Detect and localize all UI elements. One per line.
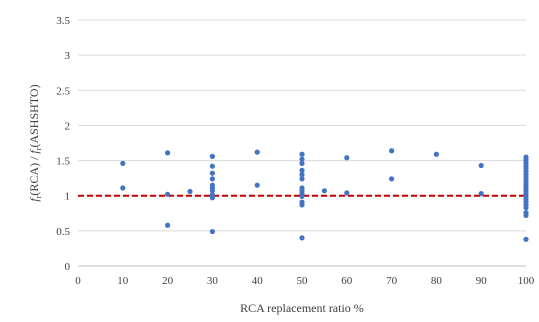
data-point <box>209 176 215 182</box>
y-tick-label: 0.5 <box>56 226 70 238</box>
y-title-f2: f <box>27 149 41 154</box>
x-tick-label: 10 <box>117 275 129 287</box>
data-point <box>433 151 439 157</box>
data-point <box>254 182 260 188</box>
data-point <box>165 222 171 228</box>
data-point <box>187 188 193 195</box>
data-point <box>389 148 395 154</box>
data-point <box>389 176 395 182</box>
data-point <box>321 188 327 194</box>
data-point <box>344 190 350 196</box>
x-tick-label: 80 <box>431 275 443 287</box>
x-tick-label: 90 <box>476 275 488 287</box>
x-tick-label: 50 <box>297 275 309 287</box>
x-tick-label: 70 <box>386 275 398 287</box>
y-title-f1: f <box>27 197 41 202</box>
data-point <box>299 235 305 241</box>
x-tick-label: 20 <box>162 275 174 287</box>
y-title-rest1: (RCA) / <box>27 156 41 196</box>
data-point <box>523 212 529 218</box>
y-title-sub2: r <box>34 147 43 150</box>
y-tick-label: 2 <box>65 120 71 132</box>
data-point <box>299 167 305 174</box>
data-point <box>344 155 350 161</box>
x-tick-label: 40 <box>252 275 264 287</box>
data-point <box>254 149 260 155</box>
data-point <box>299 160 305 166</box>
data-point <box>523 236 529 242</box>
data-point <box>165 191 171 197</box>
x-tick-label: 0 <box>75 275 81 287</box>
data-point <box>120 185 126 191</box>
y-tick-label: 3.5 <box>56 15 70 27</box>
y-tick-label: 1 <box>65 191 71 203</box>
data-point <box>209 195 215 201</box>
data-points <box>120 148 529 242</box>
x-tick-labels: 0 10 20 30 40 50 60 70 80 90 100 <box>75 275 535 287</box>
data-point <box>478 191 484 197</box>
y-tick-label: 3 <box>65 50 71 62</box>
data-point <box>299 193 305 200</box>
y-title-rest2: (ASHSHTO) <box>27 84 41 147</box>
gridlines <box>78 19 526 232</box>
data-point <box>299 172 305 178</box>
data-point <box>209 163 215 169</box>
x-tick-label: 60 <box>341 275 353 287</box>
data-point <box>209 153 215 159</box>
y-tick-label: 1.5 <box>56 156 70 168</box>
data-point <box>299 151 305 157</box>
x-tick-label: 30 <box>207 275 219 287</box>
y-tick-label: 2.5 <box>56 85 70 97</box>
data-point <box>165 150 171 156</box>
data-point <box>523 205 529 211</box>
y-title-sub1: r <box>34 195 43 198</box>
x-tick-label: 100 <box>518 275 535 287</box>
y-tick-label: 0 <box>65 261 71 273</box>
x-axis-title: RCA replacement ratio % <box>240 301 364 315</box>
data-point <box>299 176 305 182</box>
data-point <box>209 170 215 176</box>
data-point <box>299 202 305 208</box>
data-point <box>299 156 305 162</box>
data-point <box>120 160 126 166</box>
data-point <box>478 162 484 169</box>
data-point <box>209 188 215 194</box>
y-axis-title: fr(RCA) /fr(ASHSHTO) <box>27 84 43 201</box>
y-tick-labels: 0 0.5 1 1.5 2 2.5 3 3.5 <box>56 15 70 273</box>
data-point <box>209 228 215 235</box>
